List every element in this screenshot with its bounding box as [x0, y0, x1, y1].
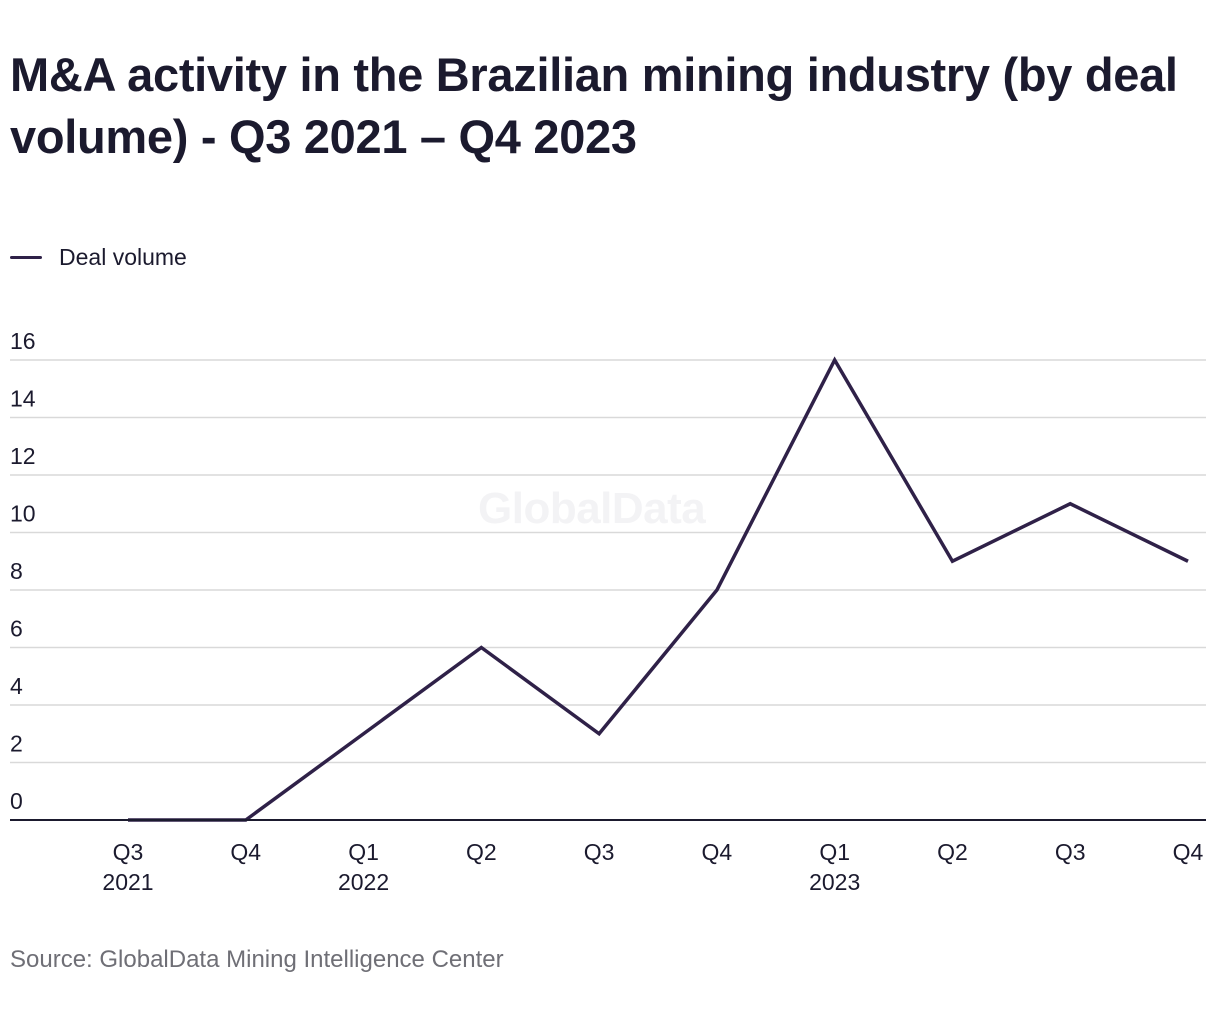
legend-label-deal-volume: Deal volume: [59, 243, 187, 270]
grid-lines: [10, 359, 1206, 764]
x-axis-ticks: Q3 2021 Q4 Q1 2022 Q2 Q3 Q4 Q1 2023 Q2 Q3 Q4: [102, 839, 1203, 895]
y-axis-ticks: 0 2 4 6 8 10 12 14 16: [10, 328, 36, 814]
x-tick-label-7-0: Q2: [937, 839, 968, 865]
y-tick-label-10: 10: [10, 501, 36, 527]
y-tick-label-0: 0: [10, 788, 23, 814]
y-tick-label-8: 8: [10, 558, 23, 584]
y-tick-label-14: 14: [10, 386, 36, 412]
y-tick-label-6: 6: [10, 616, 23, 642]
x-tick-label-3-0: Q2: [466, 839, 497, 865]
y-tick-label-2: 2: [10, 731, 23, 757]
x-tick-label-9-0: Q4: [1173, 839, 1204, 865]
y-tick-label-4: 4: [10, 673, 23, 699]
x-tick-label-0-1: 2021: [102, 869, 153, 895]
x-tick-label-2-0: Q1: [348, 839, 379, 865]
source-note: Source: GlobalData Mining Intelligence C…: [10, 946, 504, 973]
x-tick-label-1-0: Q4: [230, 839, 261, 865]
x-tick-label-4-0: Q3: [584, 839, 615, 865]
legend: Deal volume: [10, 242, 187, 272]
chart-title: M&A activity in the Brazilian mining ind…: [10, 48, 1178, 163]
x-tick-label-6-0: Q1: [819, 839, 850, 865]
watermark: GlobalData: [478, 484, 706, 533]
series-line-0: [128, 356, 1189, 822]
x-tick-label-6-1: 2023: [809, 869, 860, 895]
y-tick-label-16: 16: [10, 328, 36, 354]
x-tick-label-8-0: Q3: [1055, 839, 1086, 865]
x-tick-label-2-1: 2022: [338, 869, 389, 895]
legend-line-swatch: [10, 255, 42, 259]
y-tick-label-12: 12: [10, 443, 36, 469]
x-tick-label-5-0: Q4: [702, 839, 733, 865]
x-tick-label-0-0: Q3: [113, 839, 144, 865]
